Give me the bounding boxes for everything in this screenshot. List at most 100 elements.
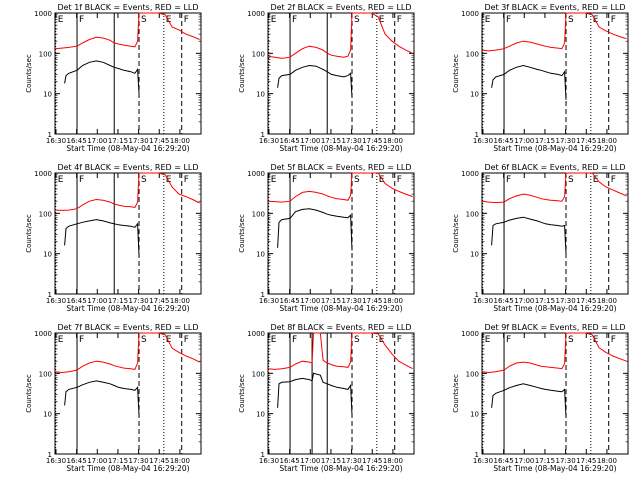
panel-title: Det 8f BLACK = Events, RED = LLD [270, 323, 411, 332]
x-tick-label: 17:00 [514, 297, 534, 305]
x-axis-label: Start Time (08-May-04 16:29:20) [66, 144, 189, 153]
y-axis-label: Counts/sec [238, 214, 246, 253]
y-tick-label: 1 [48, 451, 52, 459]
x-tick-label: 17:45 [362, 137, 382, 145]
marker-label: F [506, 15, 511, 25]
panel-title: Det 9f BLACK = Events, RED = LLD [484, 323, 625, 332]
x-axis-label: Start Time (08-May-04 16:29:20) [279, 304, 402, 313]
panel-det-8: Det 8f BLACK = Events, RED = LLD 1 10 100 10… [238, 323, 415, 473]
marker-label: F [79, 175, 84, 185]
marker-label: E [58, 15, 64, 25]
x-tick-label: 18:00 [597, 137, 617, 145]
x-tick-label: 17:00 [87, 137, 107, 145]
marker-label: F [184, 15, 189, 25]
x-tick-label: 17:00 [87, 297, 107, 305]
series-line-events [277, 208, 353, 251]
series-line-lld [267, 172, 413, 203]
x-axis-label: Start Time (08-May-04 16:29:20) [493, 144, 616, 153]
x-axis-label: Start Time (08-May-04 16:29:20) [493, 304, 616, 313]
marker-label: E [485, 15, 491, 25]
x-tick-label: 17:45 [149, 297, 169, 305]
panel-det-4: Det 4f BLACK = Events, RED = LLD 1 10 100 10… [25, 163, 202, 313]
series-line-events [277, 372, 353, 416]
marker-label: F [292, 175, 297, 185]
x-tick-label: 17:15 [535, 137, 555, 145]
marker-label: E [593, 335, 599, 345]
marker-label: E [166, 15, 172, 25]
x-axis-label: Start Time (08-May-04 16:29:20) [66, 304, 189, 313]
panel-det-3: Det 3f BLACK = Events, RED = LLD 1 10 100 10… [452, 3, 629, 153]
y-tick-label: 1000 [34, 170, 52, 178]
panel-title: Det 2f BLACK = Events, RED = LLD [270, 3, 411, 12]
marker-label: F [506, 335, 511, 345]
x-tick-label: 16:45 [280, 297, 300, 305]
x-tick-label: 16:45 [494, 297, 514, 305]
x-tick-label: 17:45 [576, 137, 596, 145]
x-tick-label: 17:30 [129, 297, 149, 305]
panel-det-6: Det 6f BLACK = Events, RED = LLD 1 10 100 10… [452, 163, 629, 313]
marker-label: F [79, 15, 84, 25]
marker-label: S [354, 175, 360, 185]
marker-label: E [593, 175, 599, 185]
x-tick-label: 17:30 [342, 297, 362, 305]
x-tick-label: 17:00 [87, 457, 107, 465]
y-axis-label: Counts/sec [452, 214, 460, 253]
series-line-lld [54, 172, 200, 211]
marker-label: F [611, 15, 616, 25]
plot-frame [267, 12, 415, 135]
series-line-events [277, 64, 353, 98]
marker-label: F [611, 335, 616, 345]
x-tick-label: 17:00 [514, 457, 534, 465]
y-tick-label: 1000 [34, 10, 52, 18]
x-tick-label: 17:15 [535, 457, 555, 465]
y-tick-label: 1 [475, 131, 479, 139]
panel-det-2: Det 2f BLACK = Events, RED = LLD 1 10 100 10… [238, 3, 415, 153]
plot-frame [481, 12, 629, 135]
series-line-lld [267, 332, 413, 370]
y-tick-label: 10 [43, 411, 52, 419]
x-tick-label: 17:45 [149, 137, 169, 145]
y-tick-label: 10 [256, 91, 265, 99]
y-axis-label: Counts/sec [25, 374, 33, 413]
x-tick-label: 17:30 [556, 137, 576, 145]
x-tick-label: 17:00 [300, 297, 320, 305]
x-tick-label: 16:45 [67, 457, 87, 465]
series-line-lld [267, 12, 413, 59]
y-tick-label: 1000 [247, 10, 265, 18]
series-line-events [491, 383, 567, 418]
x-tick-label: 17:15 [321, 457, 341, 465]
x-tick-label: 16:30 [259, 297, 279, 305]
marker-label: S [354, 15, 360, 25]
series-line-lld [54, 332, 200, 374]
marker-label: F [397, 335, 402, 345]
plot-frame [267, 172, 415, 295]
y-tick-label: 10 [43, 91, 52, 99]
y-tick-label: 100 [466, 50, 479, 58]
y-tick-label: 1 [261, 131, 265, 139]
y-axis-label: Counts/sec [238, 54, 246, 93]
marker-label: E [271, 15, 277, 25]
plot-frame [481, 332, 629, 455]
x-axis-label: Start Time (08-May-04 16:29:20) [279, 464, 402, 473]
marker-label: S [141, 335, 147, 345]
marker-label: E [271, 175, 277, 185]
y-tick-label: 100 [252, 370, 265, 378]
panel-title: Det 4f BLACK = Events, RED = LLD [57, 163, 198, 172]
plot-frame [54, 12, 202, 135]
x-axis-label: Start Time (08-May-04 16:29:20) [493, 464, 616, 473]
panel-title: Det 3f BLACK = Events, RED = LLD [484, 3, 625, 12]
marker-label: F [611, 175, 616, 185]
series-line-events [491, 64, 567, 100]
x-tick-label: 17:45 [362, 297, 382, 305]
panel-det-7: Det 7f BLACK = Events, RED = LLD 1 10 100 10… [25, 323, 202, 473]
y-axis-label: Counts/sec [238, 374, 246, 413]
x-tick-label: 18:00 [170, 297, 190, 305]
marker-label: E [271, 335, 277, 345]
x-tick-label: 17:00 [300, 137, 320, 145]
x-tick-label: 16:30 [473, 137, 493, 145]
x-tick-label: 17:45 [362, 457, 382, 465]
marker-label: E [593, 15, 599, 25]
x-tick-label: 16:30 [259, 457, 279, 465]
x-tick-label: 17:30 [129, 137, 149, 145]
marker-label: E [166, 175, 172, 185]
